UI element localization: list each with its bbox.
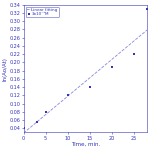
Linear fitting (146, 29, 148, 31)
Line: Linear fitting: Linear fitting (24, 30, 147, 133)
Linear fitting (28, 128, 29, 130)
Y-axis label: ln(Ao/At): ln(Ao/At) (3, 57, 8, 81)
3x10⁻³M (66, 94, 69, 96)
Linear fitting (23, 132, 24, 134)
Linear fitting (46, 113, 47, 115)
X-axis label: Time, min.: Time, min. (71, 142, 100, 147)
Legend: Linear fitting, 3x10⁻³M: Linear fitting, 3x10⁻³M (26, 7, 58, 17)
Linear fitting (30, 126, 32, 128)
Linear fitting (140, 34, 142, 36)
3x10⁻³M (89, 86, 91, 88)
3x10⁻³M (133, 53, 135, 55)
Linear fitting (56, 105, 57, 106)
3x10⁻³M (22, 127, 25, 129)
Linear fitting (136, 38, 138, 40)
3x10⁻³M (36, 121, 38, 123)
3x10⁻³M (111, 65, 113, 68)
3x10⁻³M (146, 8, 148, 10)
3x10⁻³M (44, 111, 47, 113)
